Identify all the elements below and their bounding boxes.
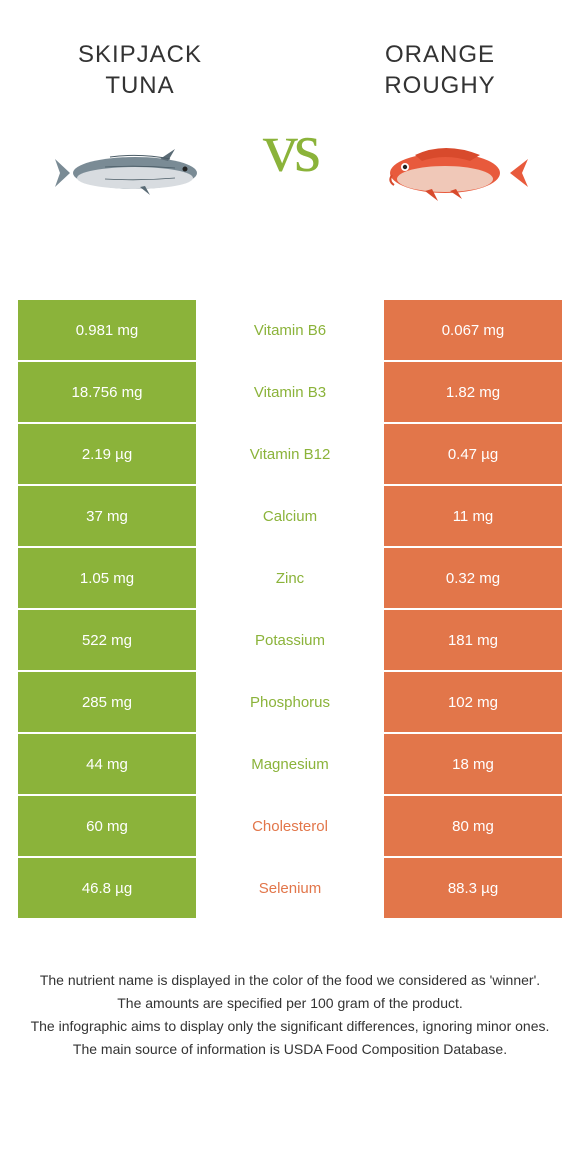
table-row: 46.8 µgSelenium88.3 µg bbox=[18, 858, 562, 920]
footer-line: The main source of information is USDA F… bbox=[30, 1039, 550, 1060]
nutrient-name: Zinc bbox=[198, 548, 382, 608]
left-value: 0.981 mg bbox=[18, 300, 198, 360]
left-value: 2.19 µg bbox=[18, 424, 198, 484]
nutrient-name: Vitamin B12 bbox=[198, 424, 382, 484]
nutrient-name: Potassium bbox=[198, 610, 382, 670]
food-left-title: Skipjacktuna bbox=[78, 39, 202, 101]
left-value: 522 mg bbox=[18, 610, 198, 670]
table-row: 1.05 mgZinc0.32 mg bbox=[18, 548, 562, 610]
table-row: 37 mgCalcium11 mg bbox=[18, 486, 562, 548]
nutrient-name: Phosphorus bbox=[198, 672, 382, 732]
left-value: 18.756 mg bbox=[18, 362, 198, 422]
nutrient-name: Cholesterol bbox=[198, 796, 382, 856]
right-value: 80 mg bbox=[382, 796, 562, 856]
nutrient-name: Magnesium bbox=[198, 734, 382, 794]
table-row: 44 mgMagnesium18 mg bbox=[18, 734, 562, 796]
right-value: 0.47 µg bbox=[382, 424, 562, 484]
right-value: 18 mg bbox=[382, 734, 562, 794]
left-value: 1.05 mg bbox=[18, 548, 198, 608]
footer-line: The nutrient name is displayed in the co… bbox=[30, 970, 550, 991]
left-value: 44 mg bbox=[18, 734, 198, 794]
table-row: 0.981 mgVitamin B60.067 mg bbox=[18, 300, 562, 362]
right-value: 11 mg bbox=[382, 486, 562, 546]
right-value: 0.067 mg bbox=[382, 300, 562, 360]
tuna-icon bbox=[50, 121, 230, 221]
orange-roughy-icon bbox=[350, 121, 530, 221]
right-value: 88.3 µg bbox=[382, 858, 562, 918]
footer-notes: The nutrient name is displayed in the co… bbox=[30, 970, 550, 1060]
food-left-block: Skipjacktuna bbox=[40, 39, 240, 221]
nutrient-name: Vitamin B3 bbox=[198, 362, 382, 422]
food-right-block: Orangeroughy bbox=[340, 39, 540, 221]
table-row: 522 mgPotassium181 mg bbox=[18, 610, 562, 672]
table-row: 18.756 mgVitamin B31.82 mg bbox=[18, 362, 562, 424]
comparison-header: Skipjacktuna vs Orangeroughy bbox=[0, 0, 580, 250]
nutrient-table: 0.981 mgVitamin B60.067 mg18.756 mgVitam… bbox=[18, 300, 562, 920]
left-value: 285 mg bbox=[18, 672, 198, 732]
table-row: 2.19 µgVitamin B120.47 µg bbox=[18, 424, 562, 486]
right-value: 102 mg bbox=[382, 672, 562, 732]
nutrient-name: Calcium bbox=[198, 486, 382, 546]
right-value: 181 mg bbox=[382, 610, 562, 670]
right-value: 0.32 mg bbox=[382, 548, 562, 608]
left-value: 46.8 µg bbox=[18, 858, 198, 918]
left-value: 37 mg bbox=[18, 486, 198, 546]
nutrient-name: Vitamin B6 bbox=[198, 300, 382, 360]
vs-label: vs bbox=[263, 109, 317, 189]
food-right-title: Orangeroughy bbox=[384, 39, 495, 101]
table-row: 60 mgCholesterol80 mg bbox=[18, 796, 562, 858]
footer-line: The amounts are specified per 100 gram o… bbox=[30, 993, 550, 1014]
table-row: 285 mgPhosphorus102 mg bbox=[18, 672, 562, 734]
right-value: 1.82 mg bbox=[382, 362, 562, 422]
left-value: 60 mg bbox=[18, 796, 198, 856]
nutrient-name: Selenium bbox=[198, 858, 382, 918]
footer-line: The infographic aims to display only the… bbox=[30, 1016, 550, 1037]
